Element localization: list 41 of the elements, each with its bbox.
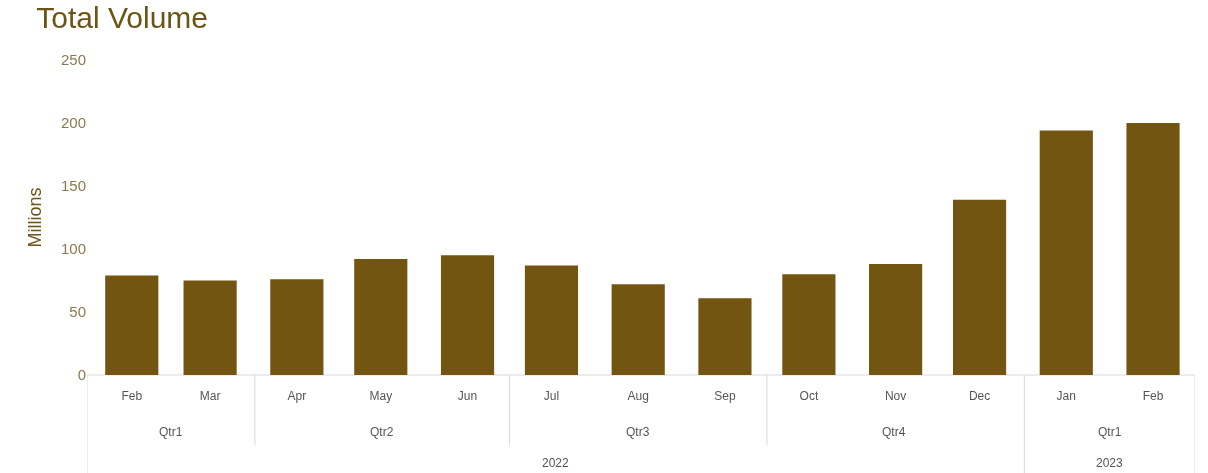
bar — [698, 298, 752, 375]
x-tick-label: Feb — [121, 389, 143, 403]
bar — [270, 279, 324, 375]
text: Qtr4 — [882, 425, 906, 439]
text: 2023 — [1096, 456, 1124, 470]
y-tick-label: 250 — [60, 51, 86, 69]
x-tick-label: Feb — [1142, 389, 1164, 403]
y-tick-label: 50 — [69, 303, 86, 321]
chart-title: Total Volume — [36, 1, 209, 35]
text: Qtr1 — [1098, 425, 1122, 439]
text: Qtr3 — [626, 425, 650, 439]
y-tick-label: 0 — [77, 366, 86, 384]
bar — [183, 280, 237, 375]
x-tick-label: Aug — [627, 389, 649, 403]
x-tick-label: Jul — [543, 389, 560, 403]
x-tick-label: May — [369, 389, 393, 403]
bar — [611, 284, 665, 375]
bar — [1126, 123, 1180, 375]
text: 2022 — [542, 456, 570, 470]
x-tick-label: Mar — [199, 389, 221, 403]
x-tick-label: Dec — [968, 389, 991, 403]
bar — [524, 265, 579, 375]
y-tick-label: 100 — [60, 240, 86, 258]
y-tick-label: 200 — [60, 114, 86, 132]
x-tick-label: Nov — [884, 389, 907, 403]
bar — [105, 275, 159, 375]
text: Qtr2 — [370, 425, 394, 439]
bar — [869, 264, 923, 375]
y-tick-label: 150 — [60, 177, 86, 195]
bar — [440, 255, 495, 375]
bar — [354, 259, 408, 375]
text: Qtr1 — [159, 425, 183, 439]
x-tick-label: Apr — [287, 389, 307, 403]
x-tick-label: Jun — [457, 389, 478, 403]
x-tick-label: Jan — [1056, 389, 1076, 403]
bar — [952, 199, 1007, 375]
x-tick-label: Sep — [714, 389, 736, 403]
y-axis-title: Millions — [25, 187, 46, 248]
x-tick-label: Oct — [799, 389, 819, 403]
bar — [1039, 130, 1093, 375]
bar — [782, 274, 836, 375]
